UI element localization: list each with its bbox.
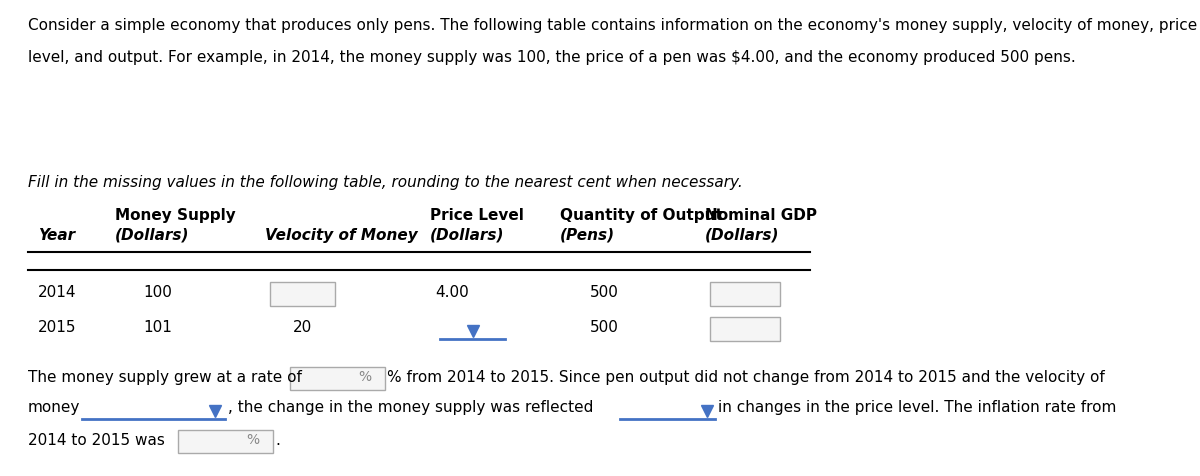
Text: (Dollars): (Dollars)	[115, 228, 190, 242]
Text: 4.00: 4.00	[436, 284, 469, 299]
Text: %: %	[246, 432, 259, 446]
Text: 100: 100	[143, 284, 172, 299]
Text: %: %	[358, 369, 371, 383]
Text: % from 2014 to 2015. Since pen output did not change from 2014 to 2015 and the v: % from 2014 to 2015. Since pen output di…	[386, 369, 1105, 384]
Text: 500: 500	[590, 319, 619, 334]
Text: level, and output. For example, in 2014, the money supply was 100, the price of : level, and output. For example, in 2014,…	[28, 50, 1075, 65]
Text: , the change in the money supply was reflected: , the change in the money supply was ref…	[228, 399, 593, 414]
Text: money: money	[28, 399, 80, 414]
Text: in changes in the price level. The inflation rate from: in changes in the price level. The infla…	[718, 399, 1116, 414]
Text: The money supply grew at a rate of: The money supply grew at a rate of	[28, 369, 302, 384]
Text: Quantity of Output: Quantity of Output	[560, 208, 722, 223]
Text: 20: 20	[293, 319, 312, 334]
FancyBboxPatch shape	[290, 367, 385, 390]
Text: Money Supply: Money Supply	[115, 208, 235, 223]
Text: 101: 101	[143, 319, 172, 334]
Text: 500: 500	[590, 284, 619, 299]
Text: Velocity of Money: Velocity of Money	[265, 228, 418, 242]
Text: .: .	[275, 432, 280, 447]
Text: (Pens): (Pens)	[560, 228, 616, 242]
Text: 2014: 2014	[38, 284, 77, 299]
Text: 2015: 2015	[38, 319, 77, 334]
Text: Fill in the missing values in the following table, rounding to the nearest cent : Fill in the missing values in the follow…	[28, 175, 743, 189]
FancyBboxPatch shape	[710, 282, 780, 307]
Text: 2014 to 2015 was: 2014 to 2015 was	[28, 432, 164, 447]
FancyBboxPatch shape	[178, 430, 274, 453]
Text: Nominal GDP: Nominal GDP	[706, 208, 817, 223]
FancyBboxPatch shape	[270, 282, 335, 307]
Text: (Dollars): (Dollars)	[430, 228, 504, 242]
Text: Price Level: Price Level	[430, 208, 524, 223]
Text: Year: Year	[38, 228, 76, 242]
FancyBboxPatch shape	[710, 317, 780, 341]
Text: Consider a simple economy that produces only pens. The following table contains : Consider a simple economy that produces …	[28, 18, 1198, 33]
Text: (Dollars): (Dollars)	[706, 228, 780, 242]
